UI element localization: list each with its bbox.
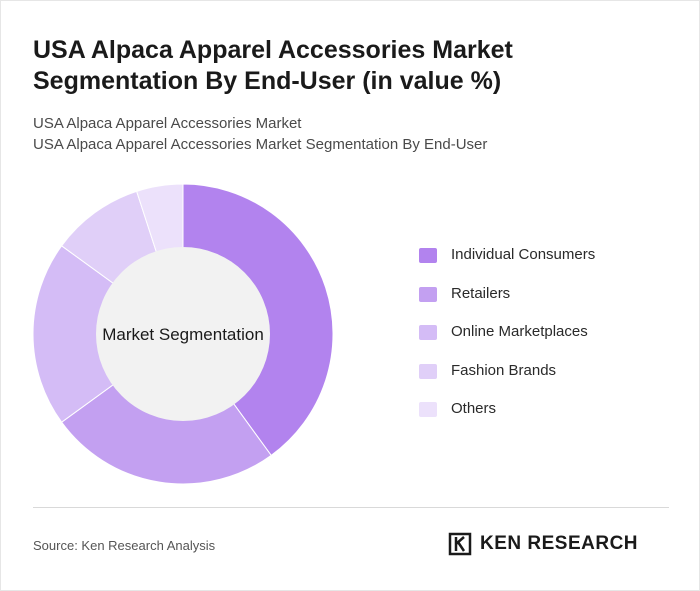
legend-swatch-retailers [419, 286, 437, 302]
chart-title: USA Alpaca Apparel Accessories Market Se… [33, 36, 513, 95]
legend-label-online-marketplaces: Online Marketplaces [451, 323, 588, 340]
donut-chart: Market Segmentation [32, 183, 334, 485]
legend-label-retailers: Retailers [451, 284, 511, 302]
footer-divider [33, 507, 669, 508]
source-note: Source: Ken Research Analysis [33, 538, 216, 553]
legend-swatch-fashion-brands [419, 363, 437, 379]
legend-label-others: Others [451, 400, 497, 417]
legend-label-fashion-brands: Fashion Brands [451, 361, 557, 379]
donut-center-label: Market Segmentation [102, 325, 264, 344]
chart-subtitle-segmentation: USA Alpaca Apparel Accessories Market Se… [33, 136, 488, 153]
ken-research-logo: KEN RESEARCH [448, 531, 673, 557]
legend-label-individual-consumers: Individual Consumers [451, 246, 596, 263]
legend-swatch-others [419, 402, 437, 417]
legend-swatch-individual-consumers [419, 248, 437, 263]
ken-research-logo-text: KEN RESEARCH [480, 533, 639, 554]
legend-swatch-online-marketplaces [419, 325, 437, 340]
ken-research-logo-icon [448, 532, 472, 556]
donut-center [96, 247, 270, 421]
chart-subtitle-market: USA Alpaca Apparel Accessories Market [33, 115, 302, 132]
